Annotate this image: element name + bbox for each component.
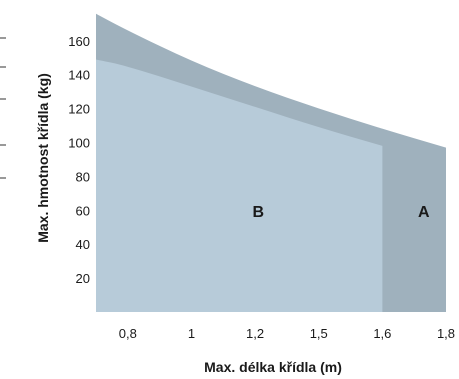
y-tick-label: 120 <box>68 102 90 117</box>
x-tick-label: 1,2 <box>246 326 264 341</box>
left-edge-marks <box>0 37 6 179</box>
x-tick-label: 0,8 <box>119 326 137 341</box>
x-tick-label: 1,8 <box>437 326 455 341</box>
region-label-a: A <box>418 204 430 221</box>
y-tick-label: 160 <box>68 34 90 49</box>
x-tick-label: 1,5 <box>310 326 328 341</box>
area-series-b <box>96 59 383 312</box>
x-tick-label: 1 <box>188 326 195 341</box>
y-tick-label: 20 <box>76 271 90 286</box>
y-tick-label: 60 <box>76 203 90 218</box>
y-tick-label: 40 <box>76 237 90 252</box>
chart-areas <box>96 13 446 312</box>
y-axis-ticks: 20 40 60 80 100 120 140 160 <box>68 34 90 286</box>
x-tick-label: 1,6 <box>373 326 391 341</box>
region-label-b: B <box>252 204 264 221</box>
x-axis-title: Max. délka křídla (m) <box>204 359 342 375</box>
y-tick-label: 80 <box>76 169 90 184</box>
y-tick-label: 100 <box>68 136 90 151</box>
x-axis-ticks: 0,8 1 1,2 1,5 1,6 1,8 <box>119 326 455 341</box>
y-tick-label: 140 <box>68 68 90 83</box>
y-axis-title: Max. hmotnost křídla (kg) <box>35 73 51 243</box>
